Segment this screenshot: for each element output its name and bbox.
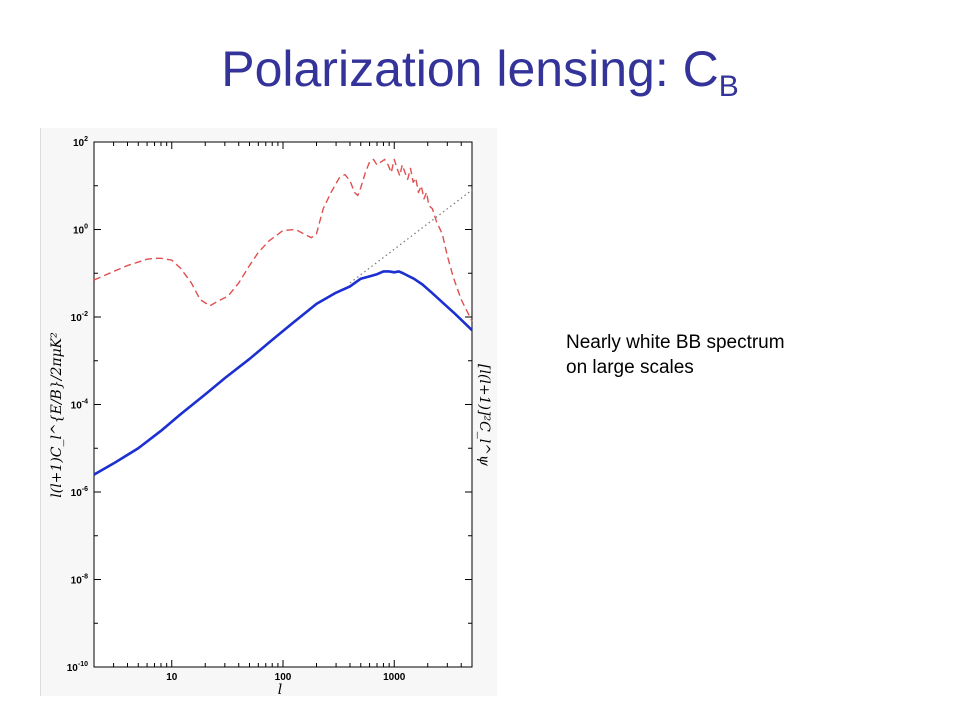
y-tick-label: 10-10	[67, 661, 88, 674]
annotation-line-1: Nearly white BB spectrum	[566, 332, 785, 353]
y-axis-label: l(l+1)C_l^{E/B}/2πμK²	[49, 332, 65, 498]
x-tick-label: 100	[275, 672, 292, 683]
plot-area-frame	[93, 141, 473, 668]
y-tick-label: 10-8	[71, 574, 88, 587]
slide-title: Polarization lensing: CB	[0, 41, 960, 104]
x-axis-label: l	[278, 682, 282, 696]
x-tick-label: 10	[166, 672, 178, 683]
y-tick-label: 102	[73, 136, 88, 149]
title-subscript: B	[718, 70, 739, 103]
y-tick-label: 10-4	[71, 399, 88, 412]
ee-spectrum-dashed-line	[93, 158, 473, 322]
x-tick-label: 1000	[383, 672, 406, 683]
y-tick-label: 10-6	[71, 486, 88, 499]
annotation-line-2: on large scales	[566, 357, 694, 378]
lensing-spectrum-figure: 10 100 1000 10-10 10-8 10-6 10-4 10-2 100 102 l l…	[40, 128, 497, 696]
y-axis-right-label: [l(l+1)]²C_l^ψ	[476, 364, 492, 467]
bb-spectrum-solid-line	[93, 270, 473, 476]
annotation-text: Nearly white BB spectrum on large scales	[566, 330, 785, 380]
lensing-spectrum-chart: 10 100 1000 10-10 10-8 10-6 10-4 10-2 100 102 l l…	[49, 136, 492, 696]
white-noise-dotted-line	[349, 189, 473, 284]
title-main: Polarization lensing: C	[221, 41, 719, 97]
y-tick-label: 10-2	[71, 311, 88, 324]
y-tick-label: 100	[73, 224, 88, 237]
